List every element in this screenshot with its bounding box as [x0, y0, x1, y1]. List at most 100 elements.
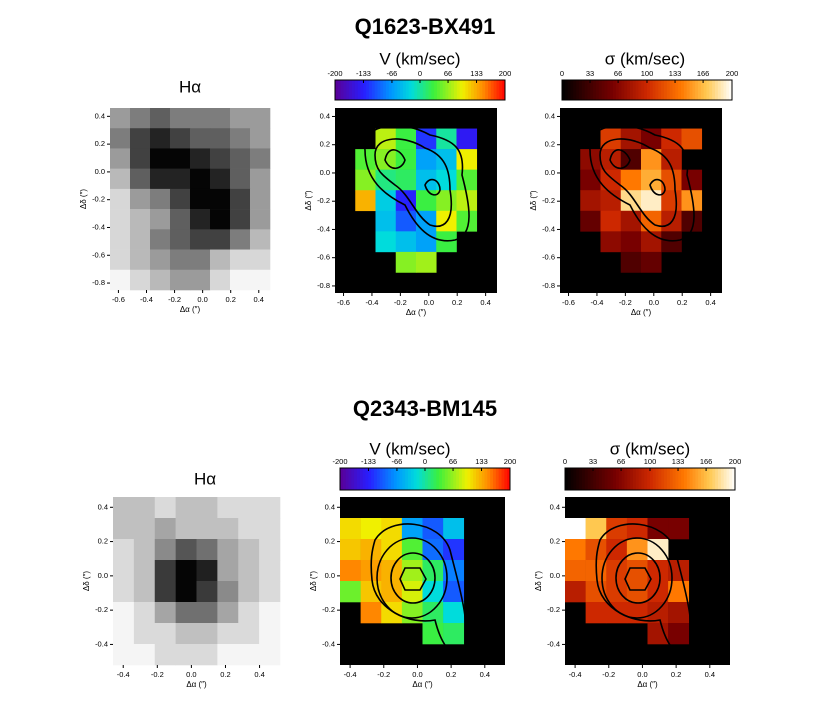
pixel: [250, 108, 271, 129]
pixel: [130, 188, 151, 210]
pixel: [230, 108, 251, 129]
pixel: [375, 128, 397, 150]
y-tick-label: -0.8: [92, 278, 105, 287]
x-tick-label: -0.4: [140, 295, 153, 304]
colorbar-step: [667, 468, 671, 490]
pixel: [154, 602, 176, 624]
colorbar-step: [607, 468, 611, 490]
y-tick-label: 0.0: [98, 571, 108, 580]
pixel: [641, 149, 662, 170]
pixel: [259, 539, 281, 561]
pixel: [416, 231, 437, 253]
pixel: [238, 497, 260, 519]
pixel: [217, 539, 239, 561]
x-tick-label: 0.0: [637, 670, 647, 679]
colorbar-step: [399, 468, 403, 490]
colorbar-tick-label: 200: [499, 69, 512, 78]
colorbar-step: [689, 80, 693, 100]
pixel: [217, 644, 239, 666]
panel-title: V (km/sec): [369, 439, 450, 458]
colorbar-step: [420, 80, 424, 100]
pixel: [238, 644, 260, 666]
colorbar-step: [476, 468, 480, 490]
pixel: [626, 539, 648, 561]
colorbar-tick-label: 0: [563, 457, 567, 466]
colorbar-step: [374, 468, 378, 490]
y-tick-label: -0.4: [547, 639, 560, 648]
colorbar-step: [442, 468, 446, 490]
colorbar-tick-label: -66: [387, 69, 398, 78]
colorbar-step: [669, 468, 674, 490]
colorbar-step: [598, 80, 603, 100]
pixel: [230, 209, 251, 230]
pixel: [600, 169, 622, 191]
colorbar-step: [632, 80, 637, 100]
pixel: [130, 229, 151, 250]
pixel: [130, 269, 151, 291]
colorbar-step: [658, 468, 662, 490]
pixel: [196, 602, 218, 624]
pixel: [170, 249, 191, 271]
colorbar-step: [442, 80, 446, 100]
pixel: [150, 108, 171, 129]
colorbar-step: [573, 468, 577, 490]
colorbar-step: [729, 80, 733, 100]
y-tick-label: 0.0: [550, 571, 560, 580]
colorbar-step: [365, 468, 369, 490]
pixel: [170, 188, 191, 210]
colorbar-step: [380, 80, 384, 100]
pixel: [190, 168, 211, 190]
pixel: [190, 229, 211, 250]
colorbar-step: [369, 80, 373, 100]
colorbar-step: [493, 468, 497, 490]
y-tick-label: 0.0: [95, 167, 105, 176]
colorbar-step: [655, 468, 659, 490]
colorbar-step: [410, 468, 415, 490]
pixel: [154, 560, 176, 582]
pixel: [436, 149, 457, 170]
colorbar-step: [456, 468, 460, 490]
colorbar-step: [498, 468, 502, 490]
colorbar-step: [402, 468, 406, 490]
y-tick-label: -0.4: [317, 224, 330, 233]
pixel: [375, 231, 397, 253]
y-tick-label: 0.0: [325, 571, 335, 580]
pixel: [250, 209, 271, 230]
colorbar-step: [459, 468, 463, 490]
y-tick-label: 0.0: [320, 168, 330, 177]
pixel: [585, 602, 607, 624]
colorbar-step: [408, 80, 412, 100]
colorbar-step: [618, 80, 622, 100]
colorbar-step: [686, 80, 690, 100]
pixel: [170, 168, 191, 190]
colorbar-step: [366, 80, 370, 100]
pixel: [416, 128, 437, 150]
colorbar-step: [684, 468, 688, 490]
colorbar-step: [658, 80, 662, 100]
pixel: [113, 518, 135, 540]
pixel: [196, 497, 218, 519]
colorbar-step: [411, 80, 415, 100]
colorbar-step: [607, 80, 611, 100]
pixel: [133, 602, 156, 624]
colorbar-step: [666, 80, 671, 100]
pixel: [668, 623, 690, 645]
colorbar-step: [451, 80, 455, 100]
pixel: [340, 539, 361, 561]
colorbar-tick-label: -133: [356, 69, 371, 78]
colorbar-step: [493, 80, 497, 100]
colorbar-step: [385, 468, 389, 490]
colorbar-step: [337, 80, 342, 100]
colorbar-step: [698, 80, 702, 100]
colorbar-step: [732, 468, 736, 490]
pixel: [190, 249, 211, 271]
colorbar-tick-label: 166: [697, 69, 710, 78]
x-axis-label: Δα (″): [180, 305, 201, 314]
figure-title: Q1623-BX491: [355, 14, 496, 39]
colorbar-step: [720, 80, 724, 100]
colorbar-step: [462, 80, 466, 100]
pixel: [606, 518, 628, 540]
colorbar-step: [502, 80, 506, 100]
pixel: [661, 169, 682, 191]
x-axis-label: Δα (″): [406, 308, 427, 317]
